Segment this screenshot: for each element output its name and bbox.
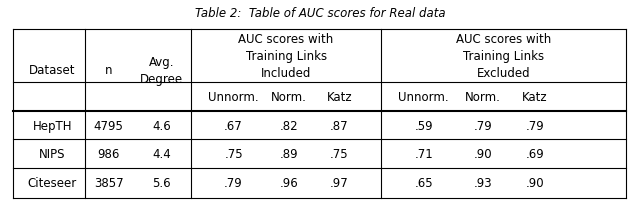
Text: n: n bbox=[105, 64, 113, 77]
Text: .79: .79 bbox=[474, 119, 493, 132]
Text: .93: .93 bbox=[474, 177, 493, 190]
Text: .96: .96 bbox=[280, 177, 299, 190]
Text: .71: .71 bbox=[414, 147, 433, 161]
Text: 4795: 4795 bbox=[94, 119, 124, 132]
Text: Katz: Katz bbox=[326, 90, 352, 103]
Text: .59: .59 bbox=[414, 119, 433, 132]
Text: HepTH: HepTH bbox=[33, 119, 72, 132]
Text: Unnorm.: Unnorm. bbox=[398, 90, 449, 103]
Text: 5.6: 5.6 bbox=[152, 177, 171, 190]
Text: .67: .67 bbox=[224, 119, 243, 132]
Text: .97: .97 bbox=[330, 177, 349, 190]
Text: .82: .82 bbox=[280, 119, 299, 132]
Text: .65: .65 bbox=[414, 177, 433, 190]
Text: 4.4: 4.4 bbox=[152, 147, 171, 161]
Text: .69: .69 bbox=[525, 147, 545, 161]
Text: 986: 986 bbox=[98, 147, 120, 161]
Text: Norm.: Norm. bbox=[271, 90, 307, 103]
Text: AUC scores with
Training Links
Included: AUC scores with Training Links Included bbox=[239, 33, 333, 80]
Text: .79: .79 bbox=[525, 119, 545, 132]
Text: .75: .75 bbox=[224, 147, 243, 161]
Text: NIPS: NIPS bbox=[39, 147, 66, 161]
Text: Table 2:  Table of AUC scores for Real data: Table 2: Table of AUC scores for Real da… bbox=[195, 7, 445, 20]
Text: Norm.: Norm. bbox=[465, 90, 501, 103]
Text: .89: .89 bbox=[280, 147, 299, 161]
Text: .75: .75 bbox=[330, 147, 349, 161]
Text: .87: .87 bbox=[330, 119, 349, 132]
Text: .79: .79 bbox=[224, 177, 243, 190]
Text: Avg.
Degree: Avg. Degree bbox=[140, 55, 183, 85]
Text: .90: .90 bbox=[525, 177, 545, 190]
Text: Dataset: Dataset bbox=[29, 64, 76, 77]
Text: 3857: 3857 bbox=[94, 177, 124, 190]
Text: Citeseer: Citeseer bbox=[28, 177, 77, 190]
Text: Katz: Katz bbox=[522, 90, 548, 103]
Text: .90: .90 bbox=[474, 147, 493, 161]
Text: Unnorm.: Unnorm. bbox=[208, 90, 259, 103]
Text: AUC scores with
Training Links
Excluded: AUC scores with Training Links Excluded bbox=[456, 33, 551, 80]
Text: 4.6: 4.6 bbox=[152, 119, 171, 132]
